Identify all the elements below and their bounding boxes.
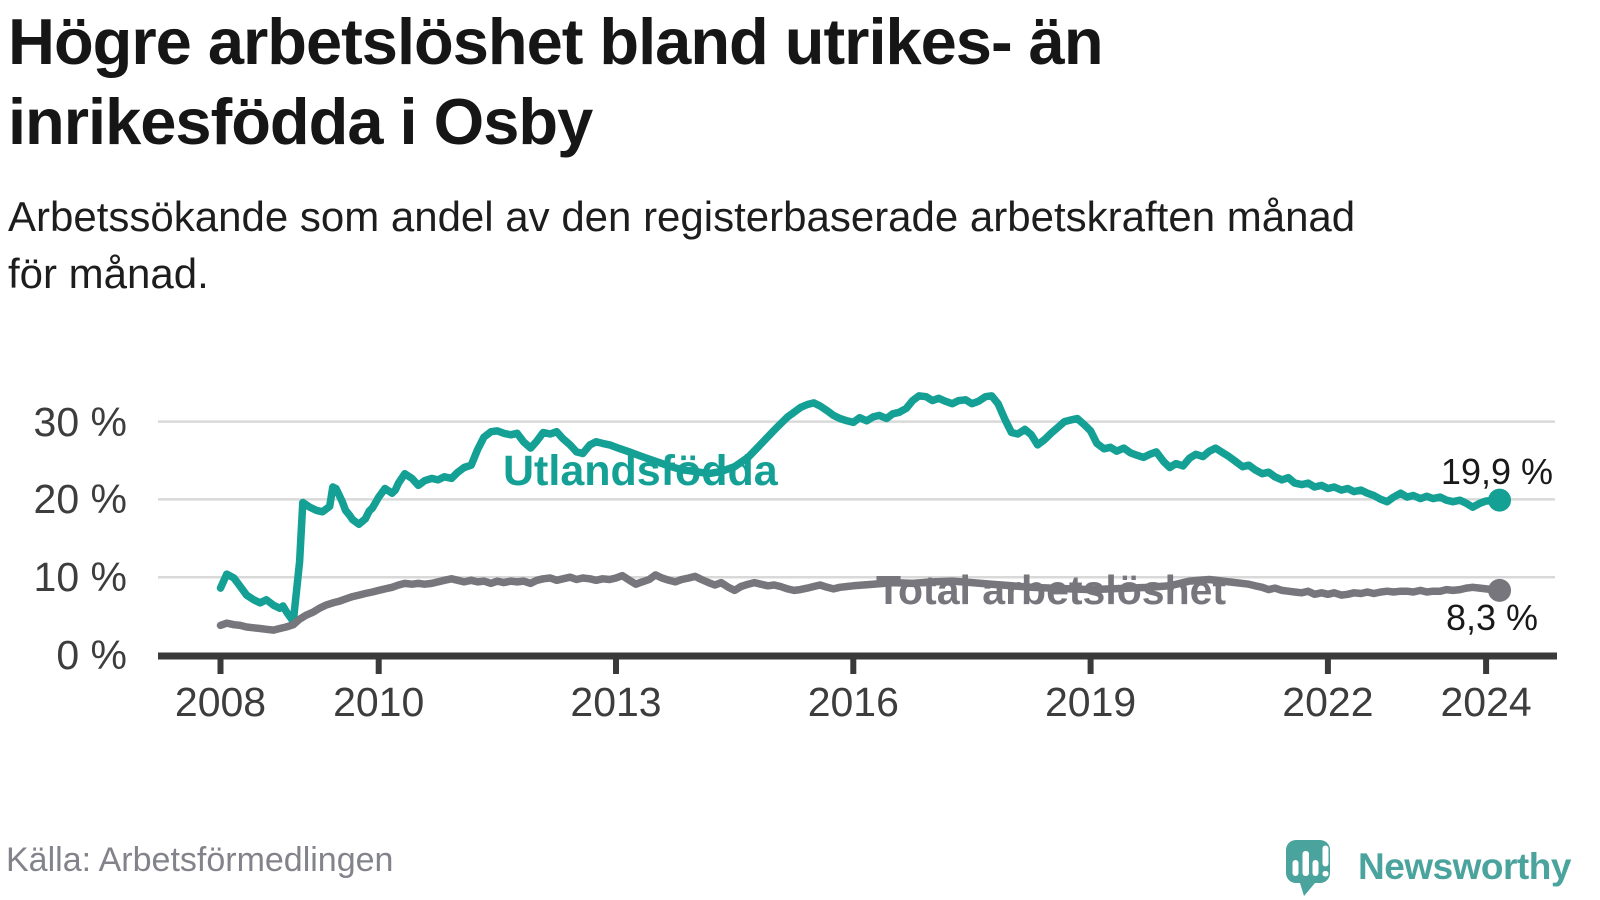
page-subtitle: Arbetssökande som andel av den registerb…: [8, 188, 1568, 302]
line-series-0: [216, 392, 1504, 626]
line-series-1: [216, 571, 1504, 634]
end-value-label-utlandsfodda: 19,9 %: [1440, 451, 1553, 492]
x-axis-label-2016: 2016: [807, 679, 899, 725]
end-dot-series-1: [1488, 578, 1512, 602]
newsworthy-logo-text: Newsworthy: [1358, 846, 1571, 887]
end-value-label-total: 8,3 %: [1445, 597, 1538, 638]
x-axis-label-2010: 2010: [333, 679, 425, 725]
series-label-total-arbetsloshet: Total arbetslöshet: [876, 567, 1227, 613]
page-title: Högre arbetslöshet bland utrikes- än inr…: [8, 2, 1568, 162]
x-axis-label-2024: 2024: [1440, 679, 1532, 725]
y-axis-label-30: 30 %: [33, 398, 127, 445]
y-axis-label-0: 0 %: [56, 632, 127, 678]
newsworthy-logo: Newsworthy: [1286, 840, 1596, 898]
newsworthy-speech-bubble-chart-icon: [1286, 840, 1330, 896]
x-axis-label-2019: 2019: [1044, 679, 1137, 725]
x-axis-label-2013: 2013: [570, 679, 662, 725]
y-axis-label-10: 10 %: [33, 554, 127, 601]
x-axis-label-2008: 2008: [174, 679, 267, 725]
end-dot-series-0: [1488, 488, 1512, 512]
page-subtitle-line-2: för månad.: [8, 250, 209, 297]
series-label-utlandsfodda: Utlandsfödda: [503, 447, 778, 495]
page-title-line-2: inrikesfödda i Osby: [8, 85, 593, 158]
page-title-line-1: Högre arbetslöshet bland utrikes- än: [8, 5, 1104, 78]
source-note: Källa: Arbetsförmedlingen: [6, 841, 394, 879]
page-subtitle-line-1: Arbetssökande som andel av den registerb…: [8, 193, 1356, 240]
y-axis-label-20: 20 %: [33, 476, 127, 523]
x-axis-label-2022: 2022: [1282, 679, 1374, 725]
